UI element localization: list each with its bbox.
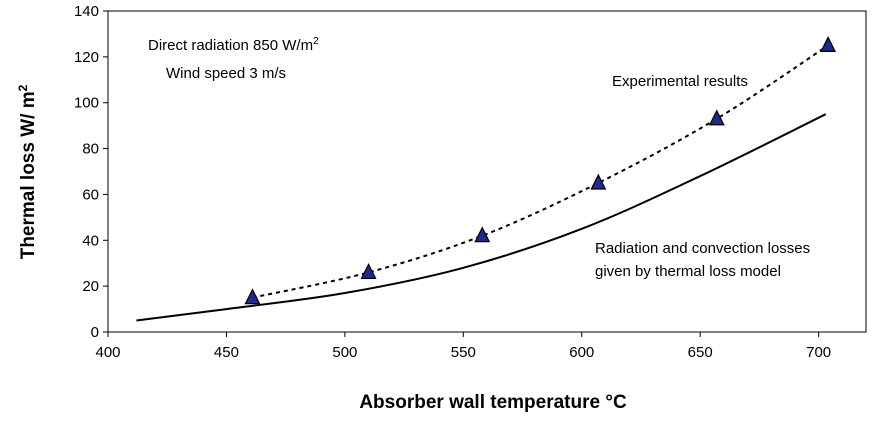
experimental-point	[474, 226, 491, 243]
y-axis-title-sup: 2	[16, 84, 30, 91]
experimental-results-line	[252, 44, 829, 299]
x-tick-label: 600	[569, 344, 594, 361]
model-annotation-line1: Radiation and convection losses	[595, 240, 810, 257]
y-tick-label: 60	[82, 186, 99, 203]
experimental-point	[590, 173, 607, 190]
y-tick-label: 100	[74, 95, 99, 112]
x-axis-title: Absorber wall temperature °C	[359, 392, 627, 413]
experimental-point	[360, 263, 377, 279]
radiation-annotation: Direct radiation 850 W/m2	[148, 36, 319, 54]
series-layer	[136, 36, 837, 322]
radiation-annotation-text: Direct radiation 850 W/m	[148, 37, 313, 54]
y-tick-label: 80	[82, 141, 99, 158]
y-axis-title-text: Thermal loss W/ m	[18, 91, 39, 259]
x-tick-label: 700	[806, 344, 831, 361]
x-tick-label: 550	[451, 344, 476, 361]
experimental-point	[820, 36, 837, 52]
x-tick-label: 650	[688, 344, 713, 361]
experimental-annotation: Experimental results	[612, 73, 748, 90]
y-axis-title: Thermal loss W/ m2	[16, 84, 39, 259]
radiation-annotation-sup: 2	[313, 36, 319, 47]
y-tick-label: 140	[74, 3, 99, 20]
y-tick-label: 40	[82, 232, 99, 249]
y-tick-label: 120	[74, 49, 99, 66]
wind-annotation: Wind speed 3 m/s	[166, 65, 286, 82]
x-tick-label: 400	[95, 344, 120, 361]
x-tick-label: 450	[214, 344, 239, 361]
model-annotation-line2: given by thermal loss model	[595, 263, 781, 280]
x-tick-label: 500	[332, 344, 357, 361]
experimental-point	[708, 109, 725, 126]
thermal-loss-model-line	[136, 113, 827, 322]
axes: 0 20 40 60 80 100 120 140 400 450 500 550 600 650 700	[74, 3, 867, 361]
plot-frame	[107, 10, 867, 333]
experimental-point	[244, 288, 261, 305]
y-tick-label: 20	[82, 278, 99, 295]
y-tick-label: 0	[91, 324, 99, 341]
